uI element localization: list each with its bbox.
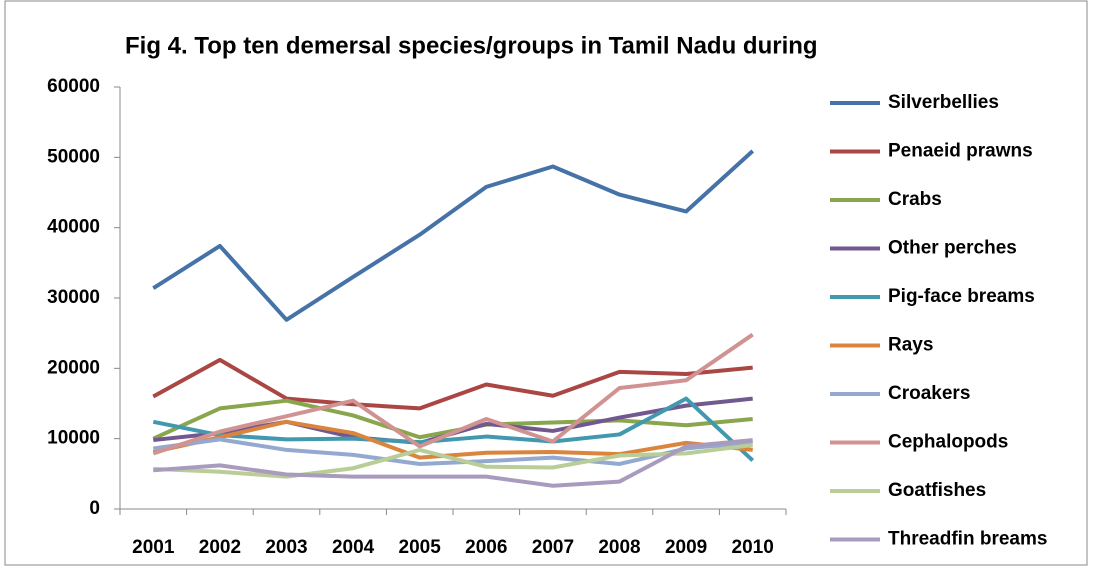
x-tick-label: 2001	[132, 537, 175, 558]
series-line	[152, 357, 753, 411]
chart-title: Fig 4. Top ten demersal species/groups i…	[125, 32, 818, 59]
x-tick-label: 2008	[598, 537, 640, 558]
y-tick-label: 20000	[47, 357, 100, 378]
x-tick-label: 2007	[532, 537, 574, 558]
legend-label: Threadfin breams	[888, 529, 1047, 550]
series-line	[152, 149, 755, 322]
x-tick-label: 2003	[265, 537, 307, 558]
series-line	[153, 443, 753, 479]
y-tick-label: 60000	[47, 76, 100, 97]
x-tick-label: 2005	[399, 537, 442, 558]
legend-label: Crabs	[888, 189, 942, 210]
legend-label: Goatfishes	[888, 480, 986, 501]
legend-label: Silverbellies	[888, 92, 999, 113]
y-tick-label: 30000	[47, 287, 100, 308]
x-tick-label: 2009	[665, 537, 707, 558]
legend-label: Other perches	[888, 238, 1017, 259]
x-tick-label: 2002	[199, 537, 241, 558]
legend-label: Cephalopods	[888, 432, 1008, 453]
y-tick-label: 0	[89, 498, 100, 519]
series-line	[153, 438, 753, 488]
y-tick-label: 40000	[47, 217, 100, 238]
legend-label: Pig-face breams	[888, 286, 1035, 307]
x-tick-label: 2006	[465, 537, 507, 558]
legend-label: Rays	[888, 335, 933, 356]
y-tick-label: 10000	[47, 428, 100, 449]
y-tick-label: 50000	[47, 146, 100, 167]
legend-label: Croakers	[888, 383, 970, 404]
series-line	[152, 396, 755, 462]
x-tick-label: 2010	[732, 537, 774, 558]
x-tick-label: 2004	[332, 537, 375, 558]
legend-label: Penaeid prawns	[888, 141, 1033, 162]
series-line	[152, 332, 754, 456]
series-line	[152, 419, 753, 460]
